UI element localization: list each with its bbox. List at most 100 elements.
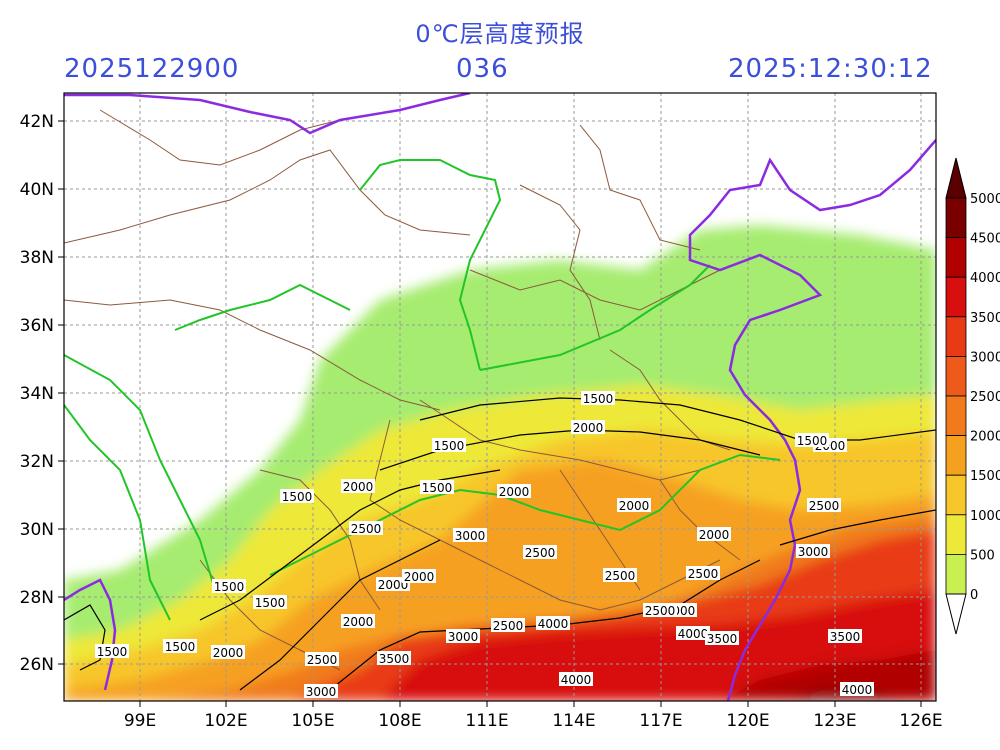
contour-label-text: 3500	[830, 630, 861, 644]
contour-label-text: 4000	[678, 627, 709, 641]
colorbar-label: 3000	[970, 350, 1000, 365]
contour-label: 3000	[446, 629, 480, 644]
contour-label: 2000	[617, 498, 651, 513]
contour-label-text: 1500	[422, 481, 453, 495]
contour-label: 4000	[676, 626, 710, 641]
contour-label-text: 1500	[255, 596, 286, 610]
colorbar-label: 0	[970, 588, 978, 603]
contour-label: 3000	[453, 528, 487, 543]
contour-label-text: 2000	[343, 615, 374, 629]
contour-label-text: 3500	[707, 632, 738, 646]
lat-label: 30N	[20, 520, 54, 540]
contour-label-text: 1500	[434, 439, 465, 453]
contour-label: 2500	[305, 652, 339, 667]
contour-label: 2000	[211, 645, 245, 660]
lon-label: 102E	[204, 711, 247, 731]
coastline-border	[64, 93, 936, 701]
contour-label-text: 3500	[379, 652, 410, 666]
contour-label-text: 2500	[493, 619, 524, 633]
colorbar-swatch	[945, 554, 967, 595]
contour-label-text: 4000	[561, 673, 592, 687]
region-outline	[64, 159, 781, 621]
contour-label-text: 3000	[798, 545, 829, 559]
contour-label: 2000	[376, 577, 410, 592]
contour-label: 1500	[280, 489, 314, 504]
colorbar-top-arrow	[945, 157, 967, 199]
contour-label: 3000	[796, 544, 830, 559]
lat-label: 32N	[20, 452, 54, 472]
contour-label-text: 1500	[165, 640, 196, 654]
contour-label: 1500	[420, 480, 454, 495]
contour-label: 2000	[341, 614, 375, 629]
colorbar-label: 2000	[970, 430, 1000, 445]
valid-time-label: 2025:12:30:12	[728, 54, 933, 84]
contour-label: 1500	[212, 579, 246, 594]
lon-label: 108E	[378, 711, 421, 731]
colorbar-label: 1500	[970, 469, 1000, 484]
contour-label: 2500	[686, 566, 720, 581]
colorbar-swatch	[945, 514, 967, 555]
contour-label-text: 2500	[351, 522, 382, 536]
colorbar-swatch	[945, 355, 967, 397]
contour-label: 2000	[571, 420, 605, 435]
contour-label: 1500	[795, 433, 829, 448]
contour-label: 1500	[253, 595, 287, 610]
colorbar-label: 4000	[970, 271, 1000, 286]
contour-label-text: 2500	[307, 653, 338, 667]
contour-label: 4000	[559, 672, 593, 687]
contour-label-text: 3000	[448, 630, 479, 644]
lat-label: 38N	[20, 248, 54, 268]
contour-label-text: 1500	[583, 392, 614, 406]
contour-label-text: 2000	[619, 499, 650, 513]
lat-label: 28N	[20, 588, 54, 608]
contour-label: 4000	[840, 682, 874, 697]
lat-label: 42N	[20, 112, 54, 132]
contour-label: 3500	[705, 631, 739, 646]
contour-label-text: 3000	[455, 529, 486, 543]
contour-label-text: 3000	[306, 685, 337, 699]
colorbar-label: 4500	[970, 232, 1000, 247]
colorbar-swatch	[945, 197, 967, 238]
contour-label: 2000	[402, 569, 436, 584]
contour-label: 3500	[377, 651, 411, 666]
contour-label-text: 2500	[688, 567, 719, 581]
contour-label-text: 1500	[97, 645, 128, 659]
contour-label-text: 1500	[282, 490, 313, 504]
contour-label: 2000	[497, 484, 531, 499]
contour-label-text: 2000	[213, 646, 244, 660]
contour-label: 2000	[697, 527, 731, 542]
lat-label: 36N	[20, 316, 54, 336]
lon-label: 114E	[552, 711, 595, 731]
contour-label: 2500	[349, 521, 383, 536]
forecast-lead-label: 036	[456, 54, 509, 84]
lat-label: 40N	[20, 180, 54, 200]
contour-label-text: 2000	[378, 578, 409, 592]
map-title: 0℃层高度预报	[415, 20, 585, 48]
lat-label: 34N	[20, 384, 54, 404]
contour-label: 1500	[432, 438, 466, 453]
contour-label: 2500	[603, 568, 637, 583]
contour-label: 3500	[828, 629, 862, 644]
contour-label-text: 2000	[404, 570, 435, 584]
colorbar-label: 2500	[970, 390, 1000, 405]
contour-label: 4000	[536, 616, 570, 631]
contour-label-text: 2000	[573, 421, 604, 435]
colorbar-bottom-arrow	[945, 593, 967, 635]
lon-label: 126E	[899, 711, 942, 731]
contour-label-text: 1500	[214, 580, 245, 594]
contour-label-text: 2500	[525, 546, 556, 560]
contour-label: 3000	[304, 684, 338, 699]
contour-label: 2500	[643, 603, 677, 618]
contour-label: 2500	[807, 498, 841, 513]
contour-label: 1500	[581, 391, 615, 406]
colorbar-swatch	[945, 276, 967, 318]
lon-label: 117E	[639, 711, 682, 731]
contour-label: 1500	[95, 644, 129, 659]
colorbar-swatch	[945, 237, 967, 278]
contour-label: 2500	[523, 545, 557, 560]
latitude-axis: 42N 40N 38N 36N 34N 32N 30N 28N 26N	[20, 112, 64, 675]
contour-label-text: 2000	[699, 528, 730, 542]
colorbar-label: 3500	[970, 311, 1000, 326]
